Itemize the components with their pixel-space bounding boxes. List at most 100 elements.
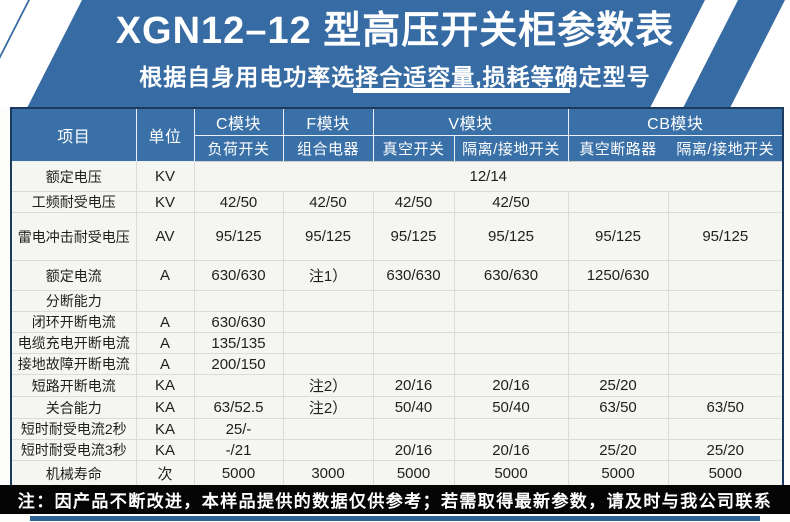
row-label: 接地故障开断电流 <box>10 353 137 375</box>
value-cell <box>193 290 284 312</box>
row-label: 雷电冲击耐受电压 <box>10 212 137 261</box>
value-cell: 630/630 <box>193 311 284 333</box>
value-cell: 20/16 <box>453 374 569 397</box>
subtitle-underline <box>353 88 570 93</box>
value-cell: 25/20 <box>567 374 669 397</box>
value-cell: 5000 <box>453 460 569 488</box>
value-cell <box>282 353 374 375</box>
row-label: 额定电压 <box>10 161 137 192</box>
row-label: 闭环开断电流 <box>10 311 137 333</box>
row-label: 关合能力 <box>10 396 137 419</box>
value-cell <box>667 260 784 291</box>
table-row: 闭环开断电流 A 630/630 <box>10 311 784 333</box>
params-table: 项目 单位 C模块 F模块 V模块 CB模块 负荷开关 组合电器 真空开关 隔离… <box>10 107 785 489</box>
row-unit: KA <box>135 418 195 440</box>
value-cell: 5000 <box>667 460 784 488</box>
value-cell: 95/125 <box>667 212 784 261</box>
header-sub-row: 负荷开关 组合电器 真空开关 隔离/接地开关 真空断路器 隔离/接地开关 <box>11 135 784 162</box>
value-cell: 95/125 <box>372 212 455 261</box>
value-cell: 95/125 <box>193 212 284 261</box>
value-cell: 50/40 <box>372 396 455 419</box>
value-cell: 20/16 <box>372 374 455 397</box>
value-cell <box>282 311 374 333</box>
header-group-c: C模块 <box>193 107 284 136</box>
value-cell <box>453 290 569 312</box>
value-cell: 3000 <box>282 460 374 488</box>
value-cell <box>453 332 569 354</box>
row-label: 短时耐受电流2秒 <box>10 418 137 440</box>
value-cell <box>567 418 669 440</box>
header-unit: 单位 <box>135 107 195 162</box>
value-cell <box>372 418 455 440</box>
row-label: 额定电流 <box>10 260 137 291</box>
value-cell <box>567 191 669 213</box>
row-label: 电缆充电开断电流 <box>10 332 137 354</box>
value-cell: 5000 <box>567 460 669 488</box>
header-sub-vacuum-switch: 真空开关 <box>372 135 455 162</box>
row-unit: KA <box>135 396 195 419</box>
value-cell: 5000 <box>372 460 455 488</box>
value-cell <box>667 290 784 312</box>
table-row: 工频耐受电压 KV 42/50 42/50 42/50 42/50 <box>10 191 784 213</box>
value-cell <box>667 332 784 354</box>
value-cell: 注2） <box>282 396 374 419</box>
value-cell <box>667 418 784 440</box>
value-cell <box>372 290 455 312</box>
header-sub-load-switch: 负荷开关 <box>193 135 284 162</box>
value-cell <box>667 353 784 375</box>
value-cell: 42/50 <box>193 191 284 213</box>
table-row: 电缆充电开断电流 A 135/135 <box>10 332 784 354</box>
table-header: 项目 单位 C模块 F模块 V模块 CB模块 负荷开关 组合电器 真空开关 隔离… <box>10 107 784 162</box>
value-cell: 50/40 <box>453 396 569 419</box>
header-sub-isolation-earthing-cb: 隔离/接地开关 <box>667 135 784 162</box>
table-row: 雷电冲击耐受电压 AV 95/125 95/125 95/125 95/125 95/125… <box>10 212 784 261</box>
value-cell <box>453 311 569 333</box>
table-row: 接地故障开断电流 A 200/150 <box>10 353 784 375</box>
row-unit: A <box>135 353 195 375</box>
value-cell: 12/14 <box>193 161 784 192</box>
value-cell <box>282 439 374 461</box>
header-group-cb: CB模块 <box>567 107 784 136</box>
value-cell <box>453 418 569 440</box>
value-cell: 1250/630 <box>567 260 669 291</box>
value-cell: 注1） <box>282 260 374 291</box>
table-body: 额定电压 KV 12/14 工频耐受电压 KV 42/50 42/50 42/50 42/50 雷… <box>10 161 784 488</box>
bottom-accent-strip <box>30 516 760 521</box>
value-cell <box>567 311 669 333</box>
value-cell <box>193 374 284 397</box>
header-item: 项目 <box>10 107 137 162</box>
table-row: 短时耐受电流3秒 KA -/21 20/16 20/16 25/20 25/20 <box>10 439 784 461</box>
value-cell <box>282 418 374 440</box>
value-cell: 42/50 <box>453 191 569 213</box>
value-cell: 95/125 <box>567 212 669 261</box>
row-unit: A <box>135 311 195 333</box>
header-group-row: 项目 单位 C模块 F模块 V模块 CB模块 <box>10 107 784 162</box>
value-cell: 42/50 <box>372 191 455 213</box>
value-cell: 63/50 <box>567 396 669 419</box>
row-label: 短路开断电流 <box>10 374 137 397</box>
value-cell: 20/16 <box>453 439 569 461</box>
value-cell <box>567 353 669 375</box>
value-cell: 630/630 <box>372 260 455 291</box>
value-cell: 630/630 <box>193 260 284 291</box>
row-label: 分断能力 <box>10 290 137 312</box>
value-cell <box>667 191 784 213</box>
value-cell <box>282 332 374 354</box>
table-row: 短路开断电流 KA 注2） 20/16 20/16 25/20 <box>10 374 784 397</box>
table-row: 机械寿命次 5000 3000 5000 5000 5000 5000 <box>10 460 784 488</box>
row-unit: AV <box>135 212 195 261</box>
table-row: 分断能力 <box>10 290 784 312</box>
value-cell <box>372 311 455 333</box>
value-cell: 20/16 <box>372 439 455 461</box>
row-unit: A <box>135 260 195 291</box>
row-unit <box>135 290 195 312</box>
value-cell <box>372 332 455 354</box>
header-group-v: V模块 <box>372 107 569 136</box>
value-cell <box>282 290 374 312</box>
value-cell: 63/50 <box>667 396 784 419</box>
row-unit: KV <box>135 191 195 213</box>
page-subtitle: 根据自身用电功率选择合适容量,损耗等确定型号 <box>139 63 651 90</box>
page-title: XGN12–12 型高压开关柜参数表 <box>115 10 675 52</box>
note-text: 注：因产品不断改进，本样品提供的数据仅供参考；若需取得最新参数，请及时与我公司联… <box>17 492 773 511</box>
